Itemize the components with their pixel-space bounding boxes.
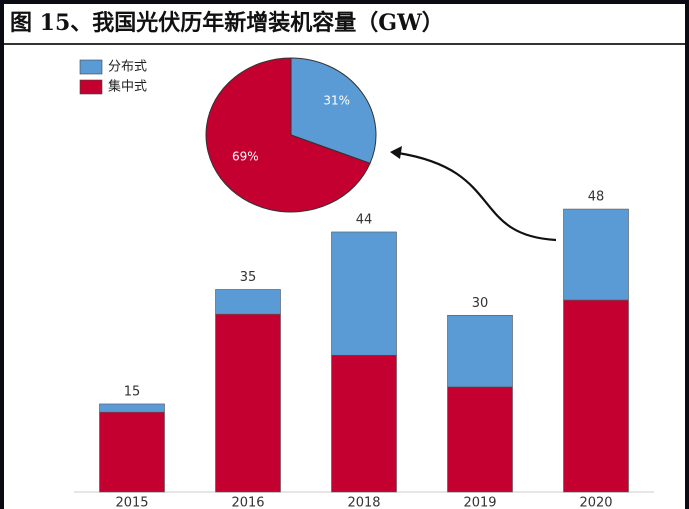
bar-segment (331, 354, 397, 493)
x-tick-label: 2019 (463, 496, 496, 509)
pie-label: 69% (232, 150, 259, 164)
bar-segment (447, 315, 513, 388)
total-label: 15 (124, 384, 141, 399)
bar-segment (215, 289, 281, 315)
x-tick-label: 2018 (347, 496, 380, 509)
pie-slice (205, 57, 371, 213)
legend-swatch (79, 79, 103, 95)
bar-segment (99, 403, 165, 413)
x-tick-label: 2020 (579, 496, 612, 509)
x-tick-label: 2016 (231, 496, 264, 509)
bar-segment (99, 411, 165, 493)
total-label: 35 (240, 270, 257, 285)
legend-label: 集中式 (108, 79, 147, 95)
x-tick-label: 2015 (115, 496, 148, 509)
total-label: 44 (356, 212, 373, 227)
total-label: 48 (588, 190, 605, 205)
arrow-head (390, 146, 402, 159)
bar-segment (447, 386, 513, 493)
pie-label: 31% (323, 93, 350, 107)
arrow (397, 151, 557, 242)
chart-title: 图 15、我国光伏历年新增装机容量（GW） (10, 10, 444, 36)
bar-segment (563, 208, 629, 301)
bar-segment (563, 299, 629, 493)
legend-swatch (79, 59, 103, 75)
pie-slice (290, 57, 377, 164)
total-label: 30 (472, 296, 489, 311)
bar-segment (331, 231, 397, 356)
legend-label: 分布式 (108, 60, 147, 75)
bar-segment (215, 313, 281, 493)
